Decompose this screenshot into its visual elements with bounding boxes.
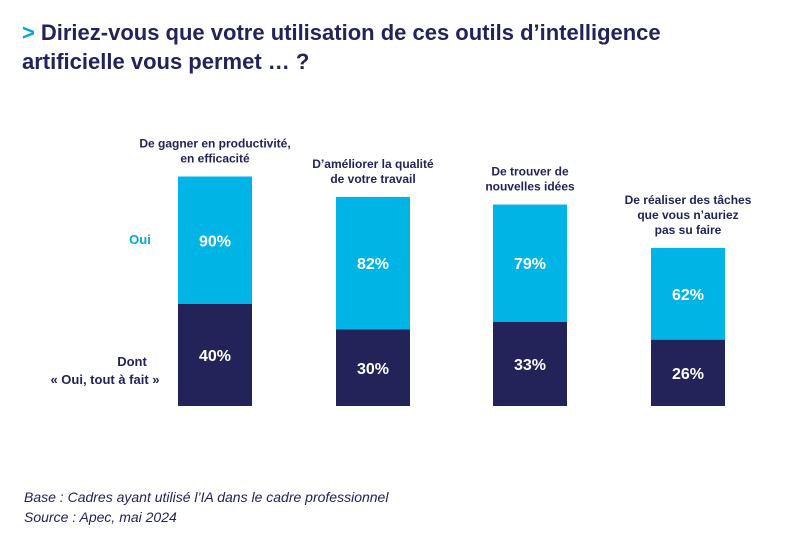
footer-base: Base : Cadres ayant utilisé l’IA dans le… (24, 489, 389, 505)
bar-label-oui-1: 90% (199, 233, 231, 250)
category-label-4: De réaliser des tâches que vous n’auriez p… (625, 193, 752, 237)
bar-label-tout-a-fait-1: 40% (199, 348, 231, 365)
title-chevron: > (22, 20, 35, 45)
bar-oui-1 (178, 176, 252, 304)
bar-oui-2 (336, 196, 410, 330)
bar-label-tout-a-fait-4: 26% (672, 366, 704, 383)
bar-label-oui-3: 79% (514, 256, 546, 273)
bar-label-oui-4: 62% (672, 287, 704, 304)
category-label-1: De gagner en productivité, en efficacité (139, 137, 290, 166)
bar-tout-a-fait-4 (651, 339, 725, 406)
bar-label-oui-2: 82% (357, 256, 389, 273)
title-text: Diriez-vous que votre utilisation de ces… (22, 20, 661, 74)
bar-label-tout-a-fait-3: 33% (514, 357, 546, 374)
legend-dont-line2: « Oui, tout à fait » (50, 372, 159, 387)
bar-oui-3 (493, 204, 567, 322)
chart-title: > Diriez-vous que votre utilisation de ce… (22, 18, 762, 76)
bar-oui-4 (651, 247, 725, 340)
bar-label-tout-a-fait-2: 30% (357, 361, 389, 378)
bar-tout-a-fait-2 (336, 329, 410, 406)
category-label-3: De trouver de nouvelles idées (485, 165, 575, 194)
legend-oui: Oui (129, 232, 151, 247)
bars-group: 90% 40% De gagner en productivité, en effic… (139, 137, 752, 406)
legend-dont-line1: Dont (117, 354, 147, 369)
category-label-2: D’améliorer la qualité de votre travail (312, 157, 434, 186)
footer-source: Source : Apec, mai 2024 (24, 509, 177, 525)
chart-footer: Base : Cadres ayant utilisé l’IA dans le… (24, 487, 388, 527)
bar-tout-a-fait-3 (493, 321, 567, 406)
bar-tout-a-fait-1 (178, 304, 252, 406)
